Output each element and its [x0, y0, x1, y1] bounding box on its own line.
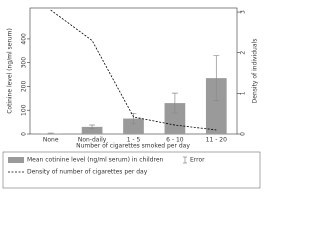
legend-error-swatch [183, 156, 187, 164]
x-axis-label: Number of cigarettes smoked per day [76, 143, 190, 150]
error-bar [213, 55, 220, 102]
y2-axis-label: Density of individuals [252, 39, 259, 104]
y-tick-label: 0 [21, 132, 28, 136]
y-tick-label: 200 [21, 81, 28, 93]
x-tick-label: 6 - 10 [166, 137, 184, 144]
y2-tick-label: 3 [240, 10, 247, 14]
error-bar [47, 132, 54, 135]
y2-tick-label: 2 [240, 51, 247, 55]
y2-tick-label: 0 [240, 132, 247, 136]
chart: Number of cigarettes smoked per day Coti… [2, 7, 261, 189]
x-tick-label: 1 - 5 [127, 137, 141, 144]
y-axis-label: Cotinine level (ng/ml serum) [7, 28, 14, 114]
legend-label: Mean cotinine level (ng/ml serum) in chi… [27, 157, 164, 164]
error-bar [89, 124, 96, 130]
bar [205, 78, 227, 134]
bar [123, 118, 144, 134]
y2-tick-label: 1 [240, 91, 247, 95]
legend-box [2, 151, 261, 189]
y-tick-label: 400 [21, 33, 28, 45]
error-bar [171, 92, 178, 114]
density-line [50, 9, 217, 131]
bar [164, 103, 186, 134]
x-tick-label: None [43, 137, 59, 144]
legend-label: Density of number of cigarettes per day [27, 169, 148, 176]
bar [81, 126, 103, 134]
y-tick-label: 100 [21, 104, 28, 116]
x-tick-label: Non-daily [78, 137, 107, 144]
y-tick-label: 300 [21, 57, 28, 69]
legend-swatch [8, 157, 24, 163]
legend-label: Error [190, 157, 205, 164]
x-tick-label: 11 - 20 [206, 137, 227, 144]
